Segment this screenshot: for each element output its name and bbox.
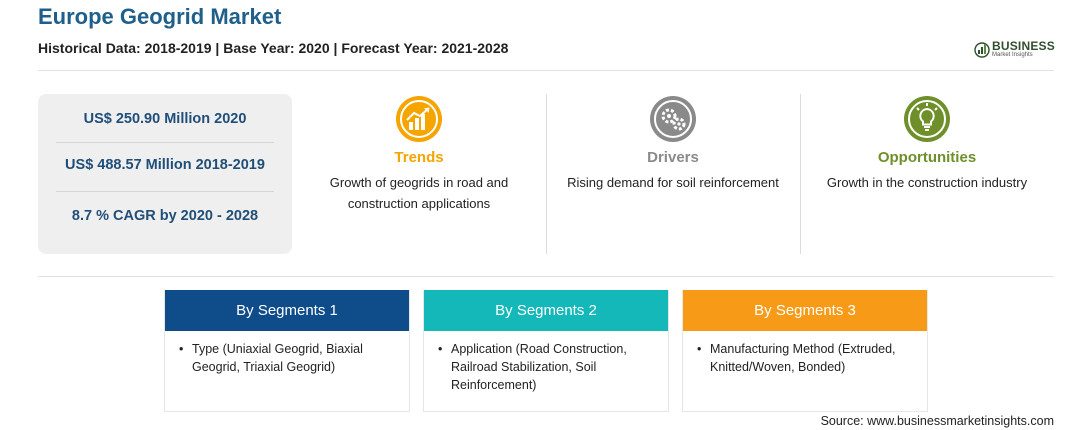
trends-title: Trends (394, 149, 444, 166)
segment-title: By Segments 3 (683, 290, 927, 331)
segment-text: Manufacturing Method (Extruded, Knitted/… (710, 342, 896, 374)
trends-text: Growth of geogrids in road and construct… (329, 175, 509, 211)
stat-market-value-historical: US$ 488.57 Million 2018-2019 (65, 157, 265, 173)
stat-market-value-2020: US$ 250.90 Million 2020 (83, 111, 247, 127)
bullet: • (179, 342, 184, 356)
logo-name: BUSINESS (992, 39, 1055, 53)
page-title: Europe Geogrid Market (38, 4, 282, 29)
gears-icon (650, 96, 696, 142)
drivers-text: Rising demand for soil reinforcement (567, 175, 779, 190)
bullet: • (697, 342, 702, 356)
section-divider (38, 276, 1054, 277)
segment-card-1: By Segments 1 • Type (Uniaxial Geogrid, … (164, 290, 410, 412)
opportunities-column: Opportunities Growth in the construction… (802, 94, 1052, 193)
stat-divider (56, 191, 274, 192)
opportunities-text: Growth in the construction industry (826, 175, 1028, 190)
stat-divider (56, 142, 274, 143)
business-logo[interactable]: BUSINESS Market Insights (974, 38, 1064, 60)
segment-text: Application (Road Construction, Railroad… (451, 342, 627, 392)
source-link[interactable]: Source: www.businessmarketinsights.com (820, 414, 1054, 428)
page-subtitle: Historical Data: 2018-2019 | Base Year: … (38, 40, 509, 56)
drivers-title: Drivers (647, 149, 699, 166)
bullet: • (438, 342, 443, 356)
logo-tagline: Market Insights (992, 52, 1033, 58)
segment-text: Type (Uniaxial Geogrid, Biaxial Geogrid,… (192, 342, 363, 374)
segment-title: By Segments 2 (424, 290, 668, 331)
drivers-column: Drivers Rising demand for soil reinforce… (548, 94, 798, 193)
trend-chart-icon (396, 96, 442, 142)
column-divider (800, 94, 801, 254)
trends-column: Trends Growth of geogrids in road and co… (294, 94, 544, 214)
segment-title: By Segments 1 (165, 290, 409, 331)
lightbulb-icon (904, 96, 950, 142)
bar-chart-icon (974, 42, 990, 58)
stat-cagr: 8.7 % CAGR by 2020 - 2028 (71, 208, 259, 224)
stats-panel: US$ 250.90 Million 2020 US$ 488.57 Milli… (38, 94, 292, 254)
opportunities-title: Opportunities (877, 149, 977, 166)
segment-card-2: By Segments 2 • Application (Road Constr… (423, 290, 669, 412)
column-divider (546, 94, 547, 254)
header-divider (38, 70, 1054, 71)
segment-card-3: By Segments 3 • Manufacturing Method (Ex… (682, 290, 928, 412)
